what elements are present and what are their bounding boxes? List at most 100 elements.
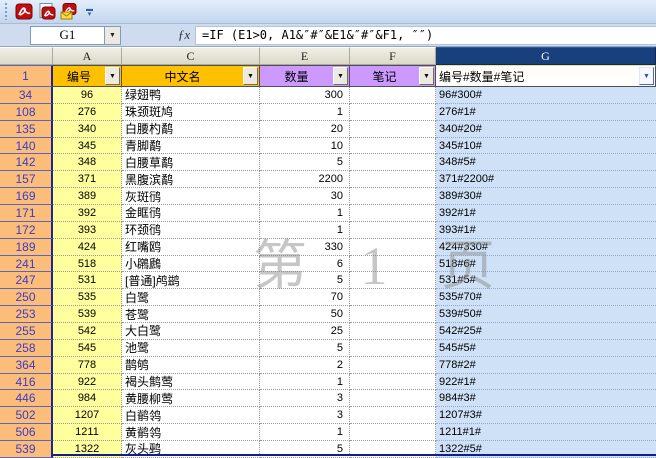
cell-note[interactable] [350, 238, 436, 256]
cell-id[interactable]: 371 [53, 171, 122, 189]
adobe-pdf-convert-alt-icon[interactable] [35, 1, 58, 22]
column-header-g-selected[interactable]: G [436, 47, 656, 65]
formula-input[interactable]: =IF (E1>0, A1&″#″&E1&″#″&F1, ″″) [195, 25, 656, 45]
cell-note[interactable] [350, 188, 436, 206]
header-cell-e1[interactable]: 数量 ▼ [260, 65, 350, 87]
cell-qty[interactable]: 25 [260, 323, 350, 340]
cell-qty[interactable]: 10 [260, 137, 350, 155]
cell-name[interactable]: 白腰杓鹬 [122, 120, 260, 138]
row-number[interactable]: 157 [0, 171, 53, 189]
row-number[interactable]: 539 [0, 441, 53, 458]
cell-name[interactable]: 黄腰柳莺 [122, 390, 260, 408]
cell-qty[interactable]: 2200 [260, 171, 350, 189]
cell-combined[interactable]: 531#5# [436, 272, 656, 290]
cell-qty[interactable]: 6 [260, 255, 350, 273]
cell-combined[interactable]: 96#300# [436, 87, 656, 104]
filter-dropdown-icon-c[interactable]: ▼ [243, 67, 258, 85]
cell-name[interactable]: 黑腹滨鹬 [122, 171, 260, 189]
row-number[interactable]: 169 [0, 188, 53, 206]
cell-id[interactable]: 1322 [53, 441, 122, 458]
cell-note[interactable] [350, 154, 436, 172]
cell-name[interactable]: 白腰草鹬 [122, 154, 260, 172]
cell-qty[interactable]: 1 [260, 205, 350, 222]
cell-combined[interactable]: 392#1# [436, 205, 656, 222]
row-number[interactable]: 142 [0, 154, 53, 172]
cell-note[interactable] [350, 221, 436, 239]
cell-combined[interactable]: 348#5# [436, 154, 656, 172]
cell-note[interactable] [350, 137, 436, 155]
header-cell-c1[interactable]: 中文名 ▼ [122, 65, 260, 87]
cell-name[interactable]: 灰斑鸻 [122, 188, 260, 206]
cell-note[interactable] [350, 120, 436, 138]
cell-qty[interactable]: 3 [260, 390, 350, 408]
cell-combined[interactable]: 778#2# [436, 356, 656, 374]
cell-name[interactable]: 红嘴鸥 [122, 238, 260, 256]
row-number[interactable]: 171 [0, 205, 53, 222]
cell-name[interactable]: 大白鹭 [122, 323, 260, 340]
cell-name[interactable]: 池鹭 [122, 339, 260, 357]
cell-qty[interactable]: 5 [260, 154, 350, 172]
cell-name[interactable]: 珠颈斑鸠 [122, 103, 260, 121]
cell-combined[interactable]: 1211#1# [436, 424, 656, 442]
cell-qty[interactable]: 1 [260, 221, 350, 239]
cell-qty[interactable]: 50 [260, 306, 350, 324]
row-number[interactable]: 446 [0, 390, 53, 408]
cell-combined[interactable]: 424#330# [436, 238, 656, 256]
cell-note[interactable] [350, 373, 436, 391]
cell-qty[interactable]: 300 [260, 87, 350, 104]
column-header-e[interactable]: E [260, 47, 350, 65]
cell-id[interactable]: 424 [53, 238, 122, 256]
cell-id[interactable]: 348 [53, 154, 122, 172]
cell-note[interactable] [350, 339, 436, 357]
cell-note[interactable] [350, 272, 436, 290]
cell-combined[interactable]: 389#30# [436, 188, 656, 206]
cell-combined[interactable]: 539#50# [436, 306, 656, 324]
row-number[interactable]: 364 [0, 356, 53, 374]
row-number[interactable]: 258 [0, 339, 53, 357]
cell-id[interactable]: 345 [53, 137, 122, 155]
cell-qty[interactable]: 5 [260, 272, 350, 290]
filter-dropdown-icon-g-filtered[interactable]: ▼ [639, 67, 654, 85]
adobe-pdf-convert-icon[interactable] [12, 1, 35, 22]
name-box[interactable]: G1 [30, 25, 104, 45]
cell-name[interactable]: 白鹡鸰 [122, 407, 260, 425]
cell-qty[interactable]: 5 [260, 339, 350, 357]
cell-id[interactable]: 539 [53, 306, 122, 324]
header-cell-f1[interactable]: 笔记 ▼ [350, 65, 436, 87]
cell-name[interactable]: 苍鹭 [122, 306, 260, 324]
cell-id[interactable]: 393 [53, 221, 122, 239]
cell-name[interactable]: 白鹭 [122, 289, 260, 307]
row-number[interactable]: 189 [0, 238, 53, 256]
cell-combined[interactable]: 345#10# [436, 137, 656, 155]
cell-id[interactable]: 389 [53, 188, 122, 206]
filter-dropdown-icon-a[interactable]: ▼ [105, 67, 120, 85]
filter-dropdown-icon-f[interactable]: ▼ [419, 67, 434, 85]
cell-combined[interactable]: 984#3# [436, 390, 656, 408]
row-number[interactable]: 416 [0, 373, 53, 391]
cell-name[interactable]: 黄鹡鸰 [122, 424, 260, 442]
cell-note[interactable] [350, 441, 436, 458]
cell-id[interactable]: 276 [53, 103, 122, 121]
cell-combined[interactable]: 922#1# [436, 373, 656, 391]
cell-combined[interactable]: 340#20# [436, 120, 656, 138]
row-number[interactable]: 250 [0, 289, 53, 307]
row-number[interactable]: 108 [0, 103, 53, 121]
row-number[interactable]: 135 [0, 120, 53, 138]
column-header-c[interactable]: C [122, 47, 260, 65]
cell-note[interactable] [350, 323, 436, 340]
cell-note[interactable] [350, 407, 436, 425]
column-header-a[interactable]: A [53, 47, 122, 65]
cell-combined[interactable]: 393#1# [436, 221, 656, 239]
cell-combined[interactable]: 1322#5# [436, 441, 656, 458]
cell-note[interactable] [350, 87, 436, 104]
cell-id[interactable]: 545 [53, 339, 122, 357]
cell-qty[interactable]: 1 [260, 424, 350, 442]
cell-name[interactable]: [普通]鸬鹚 [122, 272, 260, 290]
cell-qty[interactable]: 30 [260, 188, 350, 206]
row-number[interactable]: 34 [0, 87, 53, 104]
cell-qty[interactable]: 1 [260, 103, 350, 121]
row-number[interactable]: 502 [0, 407, 53, 425]
cell-id[interactable]: 518 [53, 255, 122, 273]
cell-note[interactable] [350, 306, 436, 324]
cell-note[interactable] [350, 103, 436, 121]
